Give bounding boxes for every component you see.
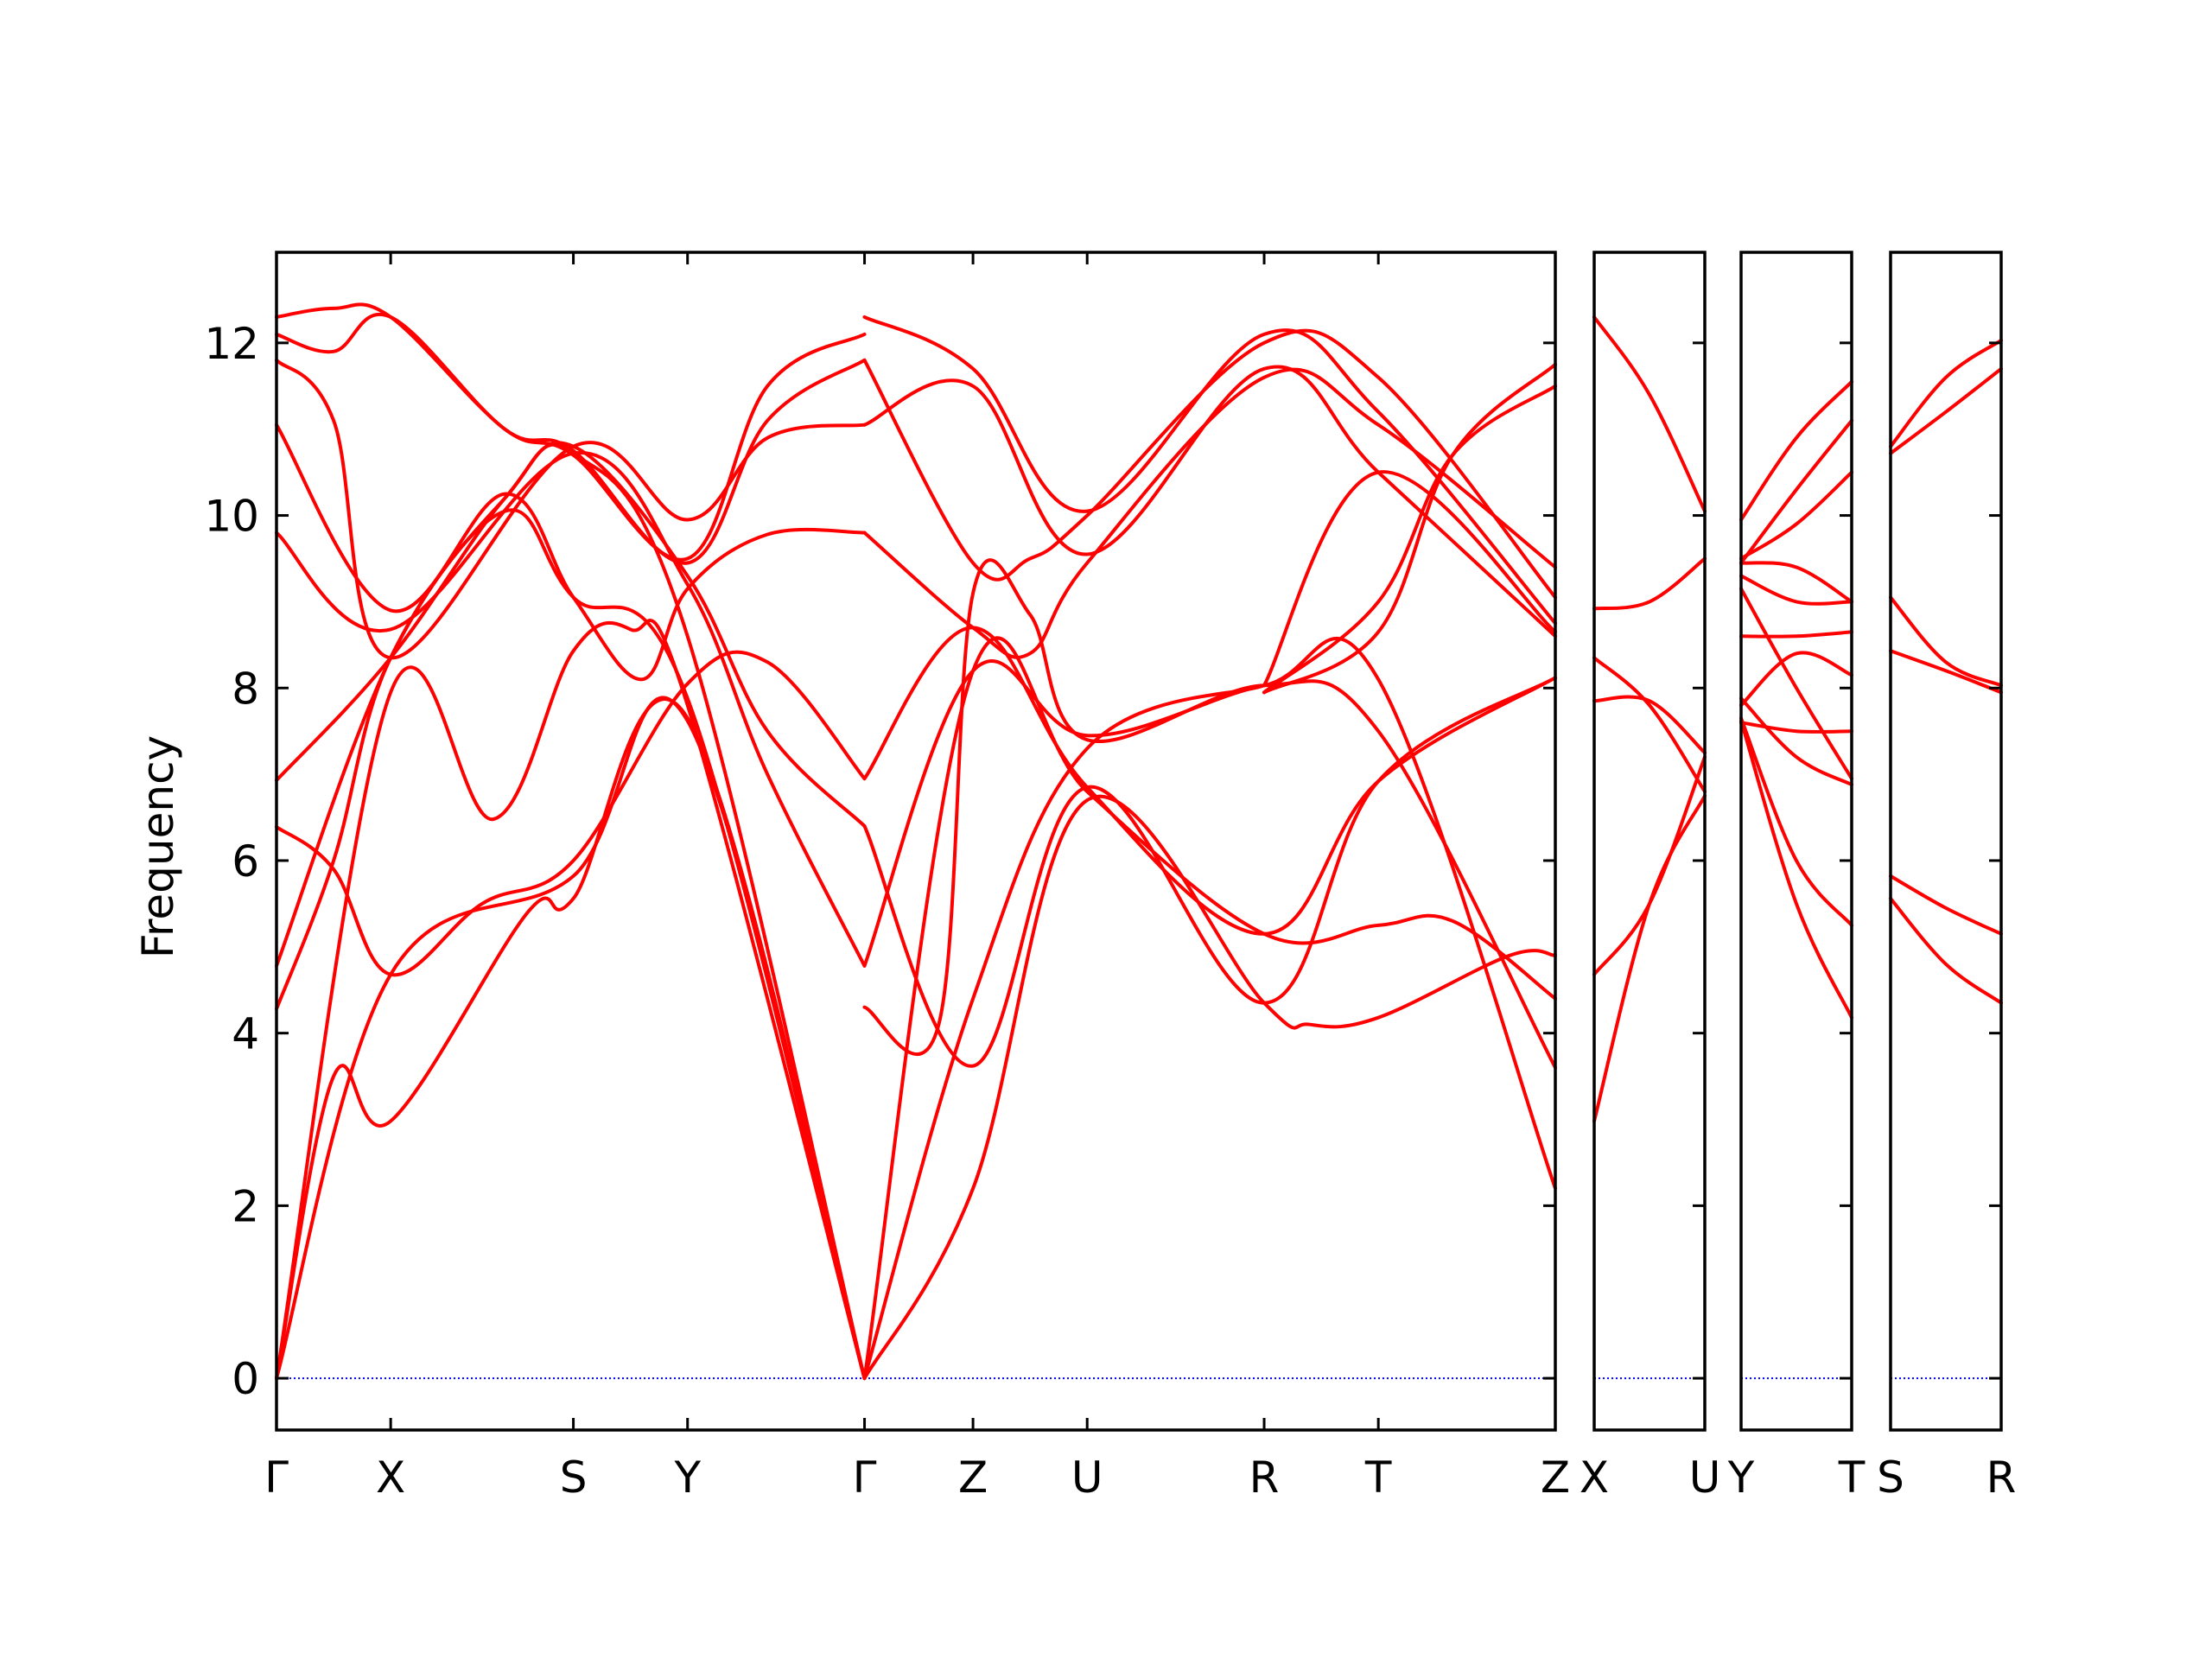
- band-line: [1739, 651, 1853, 708]
- band-line: [1739, 379, 1853, 522]
- y-tick-label: 0: [232, 1354, 259, 1404]
- band-line: [275, 442, 867, 1381]
- band-line: [862, 626, 1557, 936]
- y-tick-label: 10: [204, 492, 259, 542]
- x-tick-label: T: [1364, 1452, 1392, 1503]
- band-line: [1889, 874, 2003, 936]
- band-line: [862, 365, 1557, 639]
- panel-frame: [1739, 251, 1853, 1432]
- band-line: [275, 302, 867, 562]
- y-tick-label: 6: [232, 836, 259, 887]
- x-tick-label: Y: [1727, 1452, 1755, 1503]
- bands: [275, 302, 1557, 1381]
- x-tick-label: S: [1877, 1452, 1904, 1503]
- band-line: [275, 423, 867, 682]
- band-line: [1889, 338, 2003, 448]
- band-line: [1739, 587, 1853, 781]
- panel-frame: [1592, 251, 1707, 1432]
- bands: [1889, 338, 2003, 1005]
- band-line: [862, 328, 1557, 600]
- band-line: [862, 683, 1266, 1381]
- x-tick-label: T: [1838, 1452, 1866, 1503]
- y-axis-label: Frequency: [133, 735, 183, 958]
- x-tick-label: U: [1071, 1452, 1103, 1503]
- band-line: [1592, 656, 1707, 794]
- x-tick-label: Γ: [853, 1452, 877, 1503]
- band-line: [862, 315, 1557, 626]
- x-tick-label: R: [1986, 1452, 2017, 1503]
- band-line: [1739, 470, 1853, 561]
- band-line: [1889, 649, 2003, 695]
- band-line: [1739, 418, 1853, 565]
- x-tick-label: S: [560, 1452, 588, 1503]
- band-line: [1889, 896, 2003, 1005]
- x-tick-label: U: [1689, 1452, 1721, 1503]
- band-line: [862, 795, 1557, 1381]
- band-line: [1739, 630, 1853, 639]
- band-line: [1739, 561, 1853, 604]
- band-line: [275, 441, 867, 828]
- x-tick-label: R: [1249, 1452, 1280, 1503]
- band-line: [275, 313, 867, 565]
- band-line: [1739, 716, 1853, 927]
- band-line: [1739, 574, 1853, 606]
- band-line: [275, 358, 867, 660]
- band-line: [1592, 755, 1707, 976]
- band-line: [275, 619, 867, 1381]
- bands: [1739, 379, 1853, 1020]
- panel-frame: [275, 251, 1557, 1432]
- band-line: [275, 650, 867, 977]
- band-line: [1592, 315, 1707, 513]
- bands: [1592, 315, 1707, 1123]
- band-line: [1739, 721, 1853, 734]
- x-tick-label: Y: [673, 1452, 701, 1503]
- panel-1: Γ X S Y Γ Z U R T Z 0 2 4 6 8 10 12: [204, 251, 1570, 1503]
- panel-frame: [1889, 251, 2003, 1432]
- band-line: [1739, 696, 1853, 787]
- x-tick-label: X: [376, 1452, 405, 1503]
- band-line: [862, 367, 1557, 659]
- y-tick-label: 8: [232, 664, 259, 714]
- x-tick-label: X: [1580, 1452, 1609, 1503]
- band-line: [1592, 695, 1707, 755]
- y-tick-label: 2: [232, 1181, 259, 1231]
- band-line: [1739, 719, 1853, 1020]
- band-line: [862, 558, 1557, 1070]
- x-tick-label: Z: [1541, 1452, 1570, 1503]
- band-line: [275, 451, 867, 968]
- band-line: [1262, 362, 1557, 695]
- x-tick-label: Γ: [264, 1452, 289, 1503]
- band-line: [1889, 595, 2003, 688]
- band-line: [275, 508, 867, 1381]
- band-line: [1889, 366, 2003, 455]
- band-line: [1262, 470, 1557, 688]
- y-tick-label: 4: [232, 1009, 259, 1059]
- band-line: [862, 637, 1557, 1191]
- x-tick-label: Z: [958, 1452, 988, 1503]
- band-line: [1262, 384, 1557, 695]
- y-tick-label: 12: [204, 319, 259, 369]
- band-line: [1592, 556, 1707, 611]
- band-line: [1592, 794, 1707, 1123]
